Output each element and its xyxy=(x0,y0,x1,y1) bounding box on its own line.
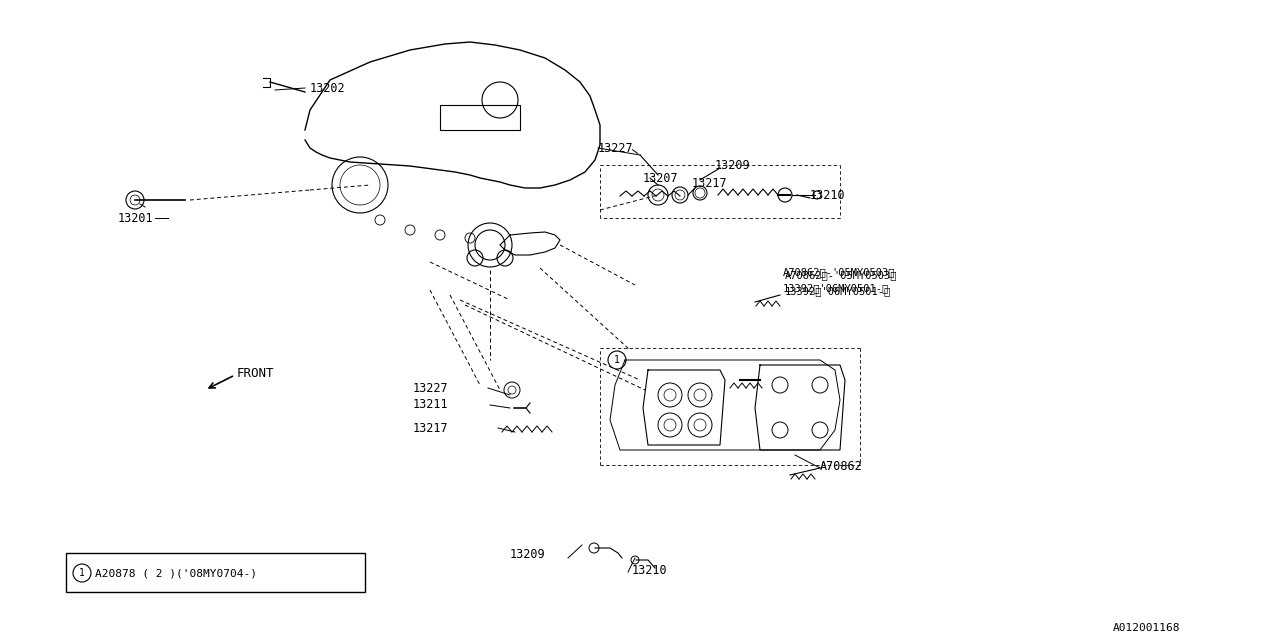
Text: 13209: 13209 xyxy=(716,159,750,172)
Text: 13211: 13211 xyxy=(412,399,448,412)
Text: 13227: 13227 xyxy=(598,141,634,154)
Text: 1: 1 xyxy=(79,568,84,578)
Bar xyxy=(440,105,520,130)
Text: 13217: 13217 xyxy=(692,177,727,189)
Text: A70862（-'05MY0503）: A70862（-'05MY0503） xyxy=(785,270,897,280)
Text: A70862: A70862 xyxy=(820,460,863,472)
Text: 13392（'06MY0501-）: 13392（'06MY0501-） xyxy=(785,286,891,296)
Text: 13210: 13210 xyxy=(632,563,668,577)
Text: 13392（'06MY0501-）: 13392（'06MY0501-） xyxy=(783,283,890,293)
Text: 1: 1 xyxy=(614,355,620,365)
Text: 13217: 13217 xyxy=(412,422,448,435)
Text: 13227: 13227 xyxy=(412,381,448,394)
Text: 13210: 13210 xyxy=(810,189,846,202)
Text: 13209: 13209 xyxy=(509,548,545,561)
Text: A012001168: A012001168 xyxy=(1112,623,1180,633)
Text: A70862（-'05MY0503）: A70862（-'05MY0503） xyxy=(783,267,896,277)
Text: A20878 ( 2 )('08MY0704-): A20878 ( 2 )('08MY0704-) xyxy=(95,568,257,578)
Text: 13201: 13201 xyxy=(118,211,154,225)
Text: FRONT: FRONT xyxy=(237,367,274,380)
Text: 13202: 13202 xyxy=(310,81,346,95)
Text: 13207: 13207 xyxy=(643,172,678,184)
